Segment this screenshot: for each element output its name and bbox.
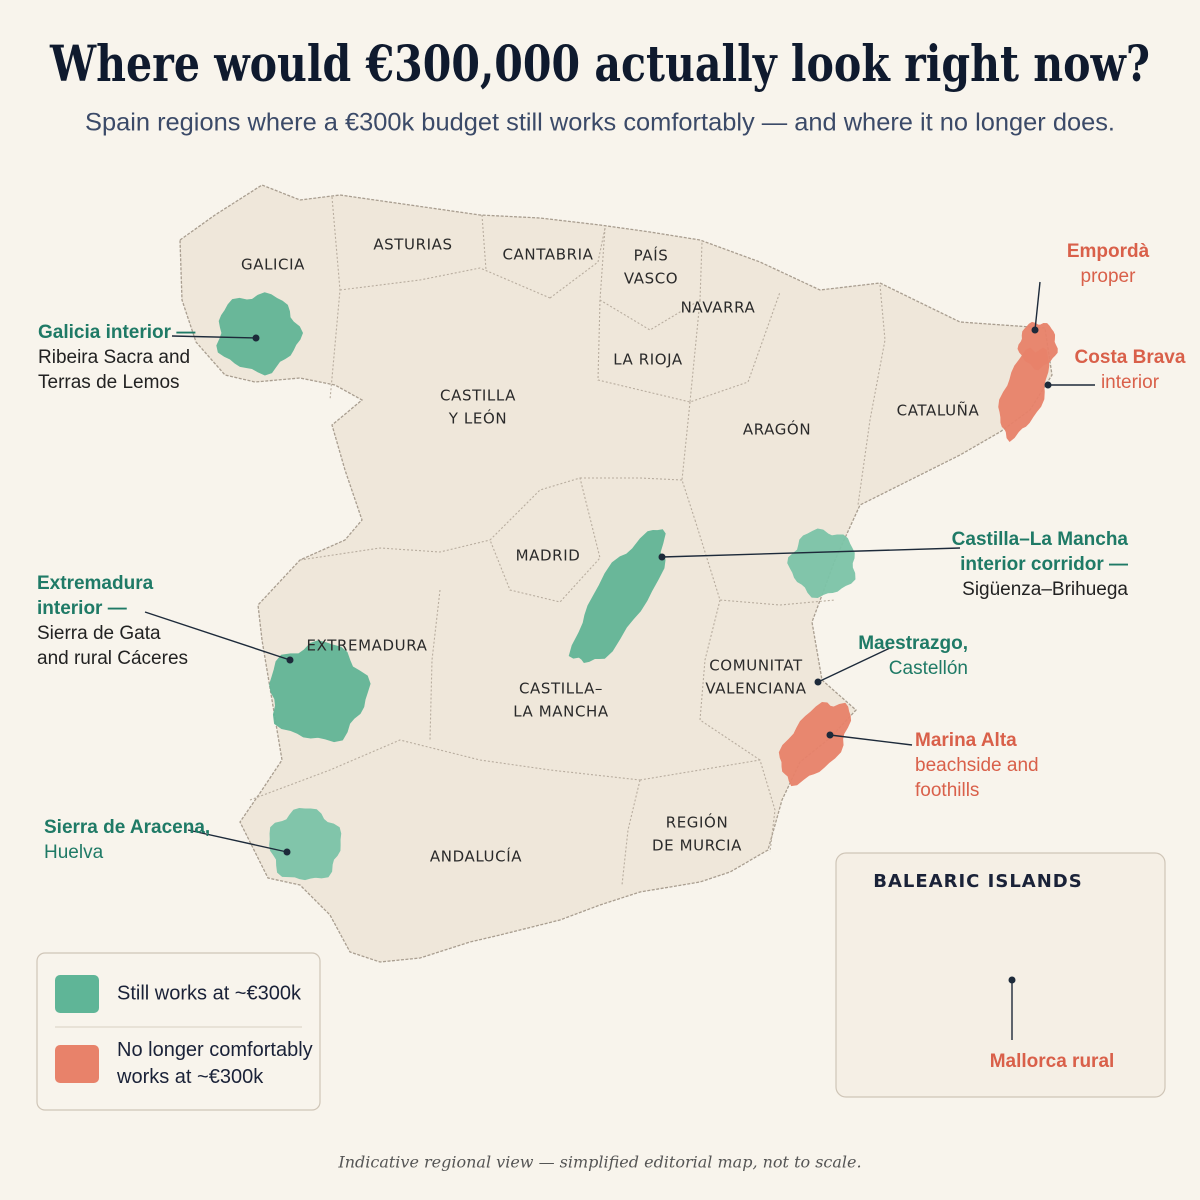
highlight-area (269, 640, 371, 743)
region-border (639, 759, 776, 853)
callout-detail: and rural Cáceres (37, 648, 188, 669)
highlight-area (998, 347, 1050, 442)
region-label: EXTREMADURA (307, 637, 428, 655)
highlight-area (787, 528, 856, 598)
leader-dot (283, 848, 291, 856)
callout-detail: interior (1101, 372, 1160, 393)
callout-detail: Huelva (44, 842, 104, 863)
callout-detail: Sierra de Gata (37, 623, 161, 644)
region-border (489, 477, 601, 603)
region-label: Y LEÓN (448, 409, 507, 428)
callout-heading: Sierra de Aracena, (44, 817, 210, 838)
footnote: Indicative regional view — simplified ed… (337, 1153, 861, 1172)
region-label: CASTILLA– (519, 680, 603, 698)
leader-line (817, 647, 891, 683)
subtitle: Spain regions where a €300k budget still… (85, 109, 1115, 137)
highlight-area (568, 529, 666, 664)
legend-label: works at ~€300k (116, 1066, 264, 1088)
region-label: LA RIOJA (613, 351, 683, 369)
leader-dot (826, 731, 834, 739)
region-border (299, 539, 491, 561)
leader-dot (1031, 326, 1039, 334)
callout-heading: Galicia interior — (38, 322, 195, 343)
callout-detail: proper (1081, 266, 1137, 287)
callout-heading: Empordà (1067, 241, 1150, 262)
callout-heading: Marina Alta (915, 730, 1017, 751)
leader-dot (814, 678, 822, 686)
region-border (599, 227, 703, 331)
leader-dot (1044, 381, 1052, 389)
region-border (481, 214, 487, 271)
leader-line (661, 547, 961, 558)
region-label: ARAGÓN (743, 420, 811, 439)
legend-swatch (55, 975, 99, 1013)
leader-dot (1008, 976, 1016, 984)
leader-line (1034, 281, 1041, 331)
legend-box (36, 952, 321, 1111)
region-label: COMUNITAT (709, 657, 803, 675)
legend-label: No longer comfortably (117, 1039, 313, 1061)
leader-line (829, 734, 913, 746)
leader-dot (658, 553, 666, 561)
callout-detail: Sigüenza–Brihuega (962, 579, 1128, 600)
region-label: VALENCIANA (705, 680, 806, 698)
leader-line (171, 335, 257, 339)
callout-heading: Costa Brava (1075, 347, 1186, 368)
region-label: GALICIA (241, 256, 305, 274)
callout-heading: Castilla–La Mancha (952, 529, 1129, 550)
highlight-area (778, 702, 852, 787)
callout-heading: Mallorca rural (990, 1051, 1115, 1072)
region-border (249, 739, 641, 801)
region-label: ANDALUCÍA (430, 847, 522, 866)
highlight-area (216, 292, 304, 376)
region-label: CASTILLA (440, 387, 516, 405)
callout-detail: Castellón (889, 658, 968, 679)
legend-swatch (55, 1045, 99, 1083)
region-label: CATALUÑA (897, 401, 980, 420)
leader-dot (252, 334, 260, 342)
callout-heading: Extremadura (37, 573, 154, 594)
region-border (339, 267, 551, 299)
inset-box (835, 852, 1166, 1098)
region-label: REGIÓN (666, 813, 729, 832)
legend-label: Still works at ~€300k (117, 982, 302, 1004)
leader-dot (286, 656, 294, 664)
region-border (621, 779, 641, 886)
region-label: VASCO (624, 270, 678, 288)
region-label: NAVARRA (681, 299, 756, 317)
region-label: PAÍS (634, 246, 669, 265)
callout-heading: interior corridor — (960, 554, 1128, 575)
callout-detail: Terras de Lemos (38, 372, 180, 393)
region-label: DE MURCIA (652, 837, 742, 855)
region-border (580, 477, 683, 481)
leader-line (144, 611, 291, 661)
callout-detail: beachside and (915, 755, 1039, 776)
title: Where would €300,000 actually look right… (49, 34, 1150, 93)
callout-heading: interior — (37, 598, 127, 619)
leader-line (187, 829, 288, 853)
callout-heading: Maestrazgo, (858, 633, 968, 654)
region-label: ASTURIAS (373, 236, 452, 254)
region-border (549, 227, 606, 299)
inset-title: BALEARIC ISLANDS (873, 871, 1082, 892)
region-label: CANTABRIA (502, 246, 593, 264)
region-label: LA MANCHA (513, 703, 609, 721)
callout-detail: foothills (915, 780, 979, 801)
highlight-area (269, 808, 342, 881)
region-label: MADRID (516, 547, 581, 565)
region-border (597, 299, 691, 403)
callout-detail: Ribeira Sacra and (38, 347, 190, 368)
region-border (689, 291, 781, 403)
region-border (694, 519, 836, 606)
